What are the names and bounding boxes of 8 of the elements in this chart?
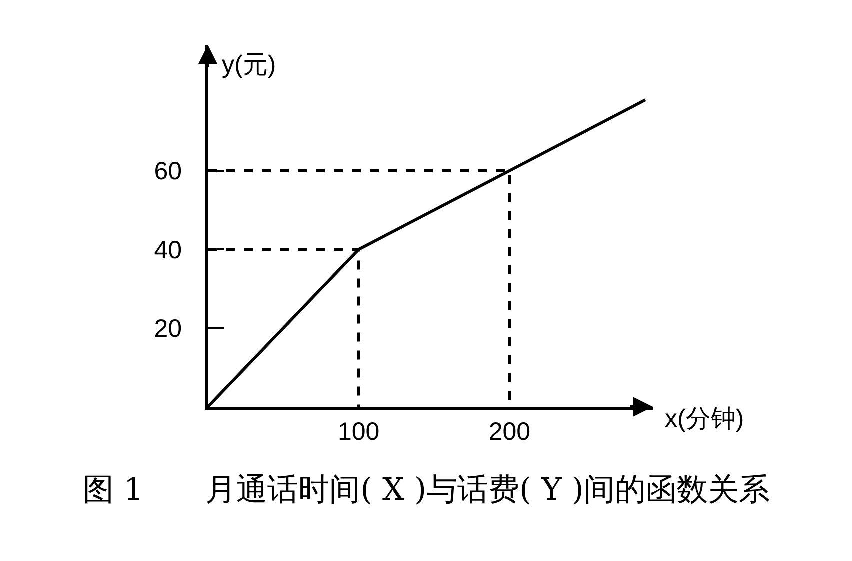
x-tick-label: 200 bbox=[488, 418, 531, 446]
y-tick-label: 40 bbox=[154, 236, 182, 264]
x-tick-label: 100 bbox=[338, 418, 380, 446]
x-axis-title: x(分钟) bbox=[665, 405, 744, 433]
y-tick-label: 20 bbox=[154, 315, 182, 344]
y-axis-title: y(元) bbox=[222, 51, 276, 79]
caption: 图 1 月通话时间( X )与话费( Y )间的函数关系 bbox=[83, 472, 770, 508]
y-tick-label: 60 bbox=[154, 158, 182, 186]
